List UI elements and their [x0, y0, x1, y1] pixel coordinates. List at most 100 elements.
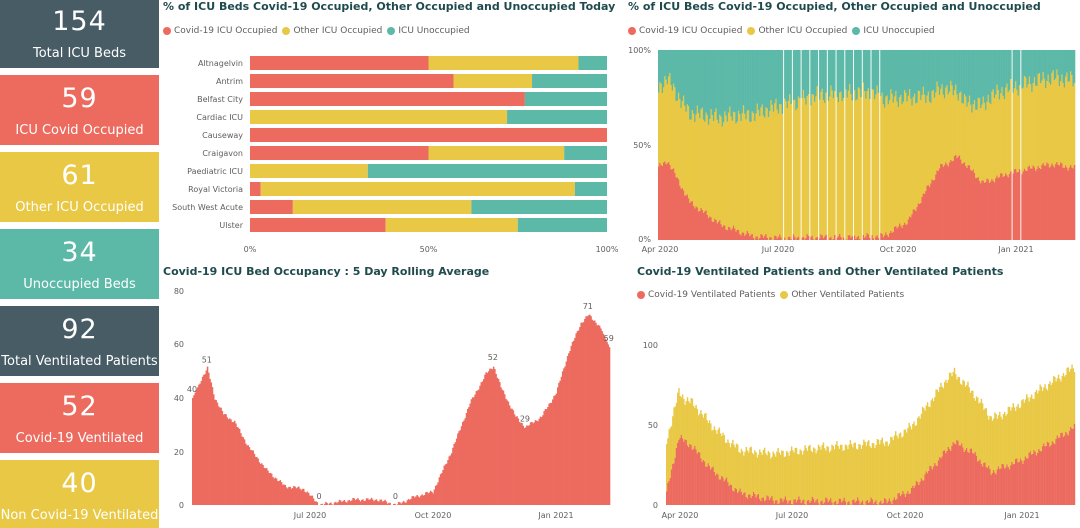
- rolling-bar: [413, 497, 416, 505]
- vent-bar-covid: [937, 460, 940, 505]
- history-bar-other: [772, 111, 775, 240]
- vent-bar-other: [823, 448, 826, 503]
- vent-bar-other: [1032, 398, 1034, 454]
- history-bar-unoccupied: [820, 50, 822, 92]
- rolling-bar: [394, 503, 396, 505]
- history-bar-unoccupied: [860, 50, 862, 98]
- history-bar-unoccupied: [699, 50, 701, 119]
- rolling-bar: [577, 330, 580, 505]
- history-bar-covid: [692, 205, 695, 240]
- vent-bar-other: [679, 395, 681, 438]
- vent-bar-covid: [777, 503, 779, 505]
- rolling-bar: [418, 497, 421, 505]
- rolling-bar: [605, 339, 607, 505]
- history-bar-other: [948, 91, 951, 163]
- history-bar-other: [676, 100, 679, 178]
- vent-bar-other: [979, 402, 981, 460]
- vent-bar-other: [696, 408, 699, 454]
- vent-bar-covid: [1040, 451, 1043, 505]
- rolling-bar: [380, 499, 383, 505]
- history-bar-covid: [940, 163, 942, 240]
- history-bar-covid: [680, 188, 683, 240]
- vent-bar-covid: [953, 443, 956, 505]
- history-bar-unoccupied: [888, 50, 891, 101]
- vent-bar-other: [727, 439, 729, 483]
- history-bar-unoccupied: [907, 50, 910, 96]
- rolling-bar: [216, 402, 219, 505]
- history-bar-unoccupied: [789, 50, 791, 95]
- data-label: 52: [488, 353, 498, 362]
- rolling-bar: [482, 379, 485, 505]
- vent-bar-other: [1026, 394, 1028, 459]
- history-bar-unoccupied: [810, 50, 812, 106]
- vent-bar-covid: [904, 496, 907, 505]
- rolling-bar: [385, 501, 388, 505]
- vent-bar-covid: [914, 485, 917, 505]
- x-tick-label: 50%: [420, 245, 438, 254]
- vent-bar-covid: [834, 500, 837, 505]
- rolling-bar: [230, 419, 232, 505]
- history-bar-unoccupied: [948, 50, 951, 92]
- history-bar-unoccupied: [710, 50, 712, 110]
- history-bar-other: [682, 95, 685, 191]
- history-bar-other: [851, 100, 854, 237]
- history-bar-other: [946, 85, 948, 165]
- vent-bar-other: [902, 436, 904, 491]
- rolling-bar: [579, 327, 581, 505]
- history-bar-other: [1023, 75, 1026, 169]
- rolling-bar: [370, 497, 373, 505]
- history-bar-other: [931, 91, 933, 180]
- vent-bar-covid: [754, 493, 756, 505]
- history-bar-unoccupied: [847, 50, 850, 91]
- vent-bar-covid: [1005, 467, 1007, 505]
- vent-bar-covid: [831, 502, 833, 505]
- vent-bar-other: [822, 442, 825, 504]
- history-bar-covid: [745, 234, 747, 240]
- history-bar-other: [695, 114, 698, 207]
- x-tick-label: Jan 2021: [537, 511, 573, 520]
- history-bar-covid: [671, 169, 674, 240]
- history-bar-covid: [1022, 171, 1025, 240]
- rolling-bar: [540, 417, 543, 505]
- history-bar-other: [780, 104, 782, 238]
- vent-bar-other: [830, 450, 832, 499]
- vent-bar-covid: [839, 498, 842, 505]
- history-bar-unoccupied: [1060, 50, 1062, 82]
- history-bar-unoccupied: [842, 50, 845, 99]
- vent-bar-other: [773, 453, 776, 504]
- history-bar-unoccupied: [926, 50, 928, 96]
- rolling-bar: [254, 456, 257, 505]
- rolling-bar: [478, 389, 480, 505]
- history-bar-unoccupied: [887, 50, 890, 105]
- rolling-bar: [328, 503, 331, 505]
- history-bar-covid: [945, 162, 947, 240]
- history-bar-covid: [1006, 175, 1008, 240]
- rolling-bar: [487, 371, 490, 505]
- vent-bar-other: [994, 412, 996, 473]
- legend-other-occupied: Other ICU Occupied: [747, 26, 847, 36]
- history-bar-covid: [830, 236, 832, 240]
- history-bar-unoccupied: [975, 50, 977, 110]
- history-bar-covid: [975, 178, 977, 240]
- vent-bar-other: [847, 449, 849, 503]
- vent-bar-covid: [886, 503, 888, 505]
- rolling-bar: [316, 502, 319, 505]
- vent-bar-other: [866, 441, 869, 500]
- vent-bar-other: [721, 436, 723, 476]
- history-bar-covid: [675, 177, 678, 240]
- rolling-bar: [362, 499, 364, 505]
- vent-bar-other: [763, 447, 766, 502]
- rolling-bar: [427, 493, 430, 505]
- history-bar-other: [829, 96, 831, 238]
- vent-bar-other: [819, 446, 821, 505]
- history-bar-covid: [859, 239, 861, 240]
- history-bar-other: [1018, 85, 1021, 170]
- bar-segment: [367, 164, 607, 178]
- rolling-bar: [296, 487, 299, 505]
- history-bar-other: [719, 114, 721, 221]
- vent-bar-other: [888, 443, 891, 499]
- history-bar-covid: [937, 170, 940, 240]
- history-bar-unoccupied: [741, 50, 744, 114]
- rolling-bar: [515, 416, 517, 505]
- history-bar-covid: [839, 233, 841, 240]
